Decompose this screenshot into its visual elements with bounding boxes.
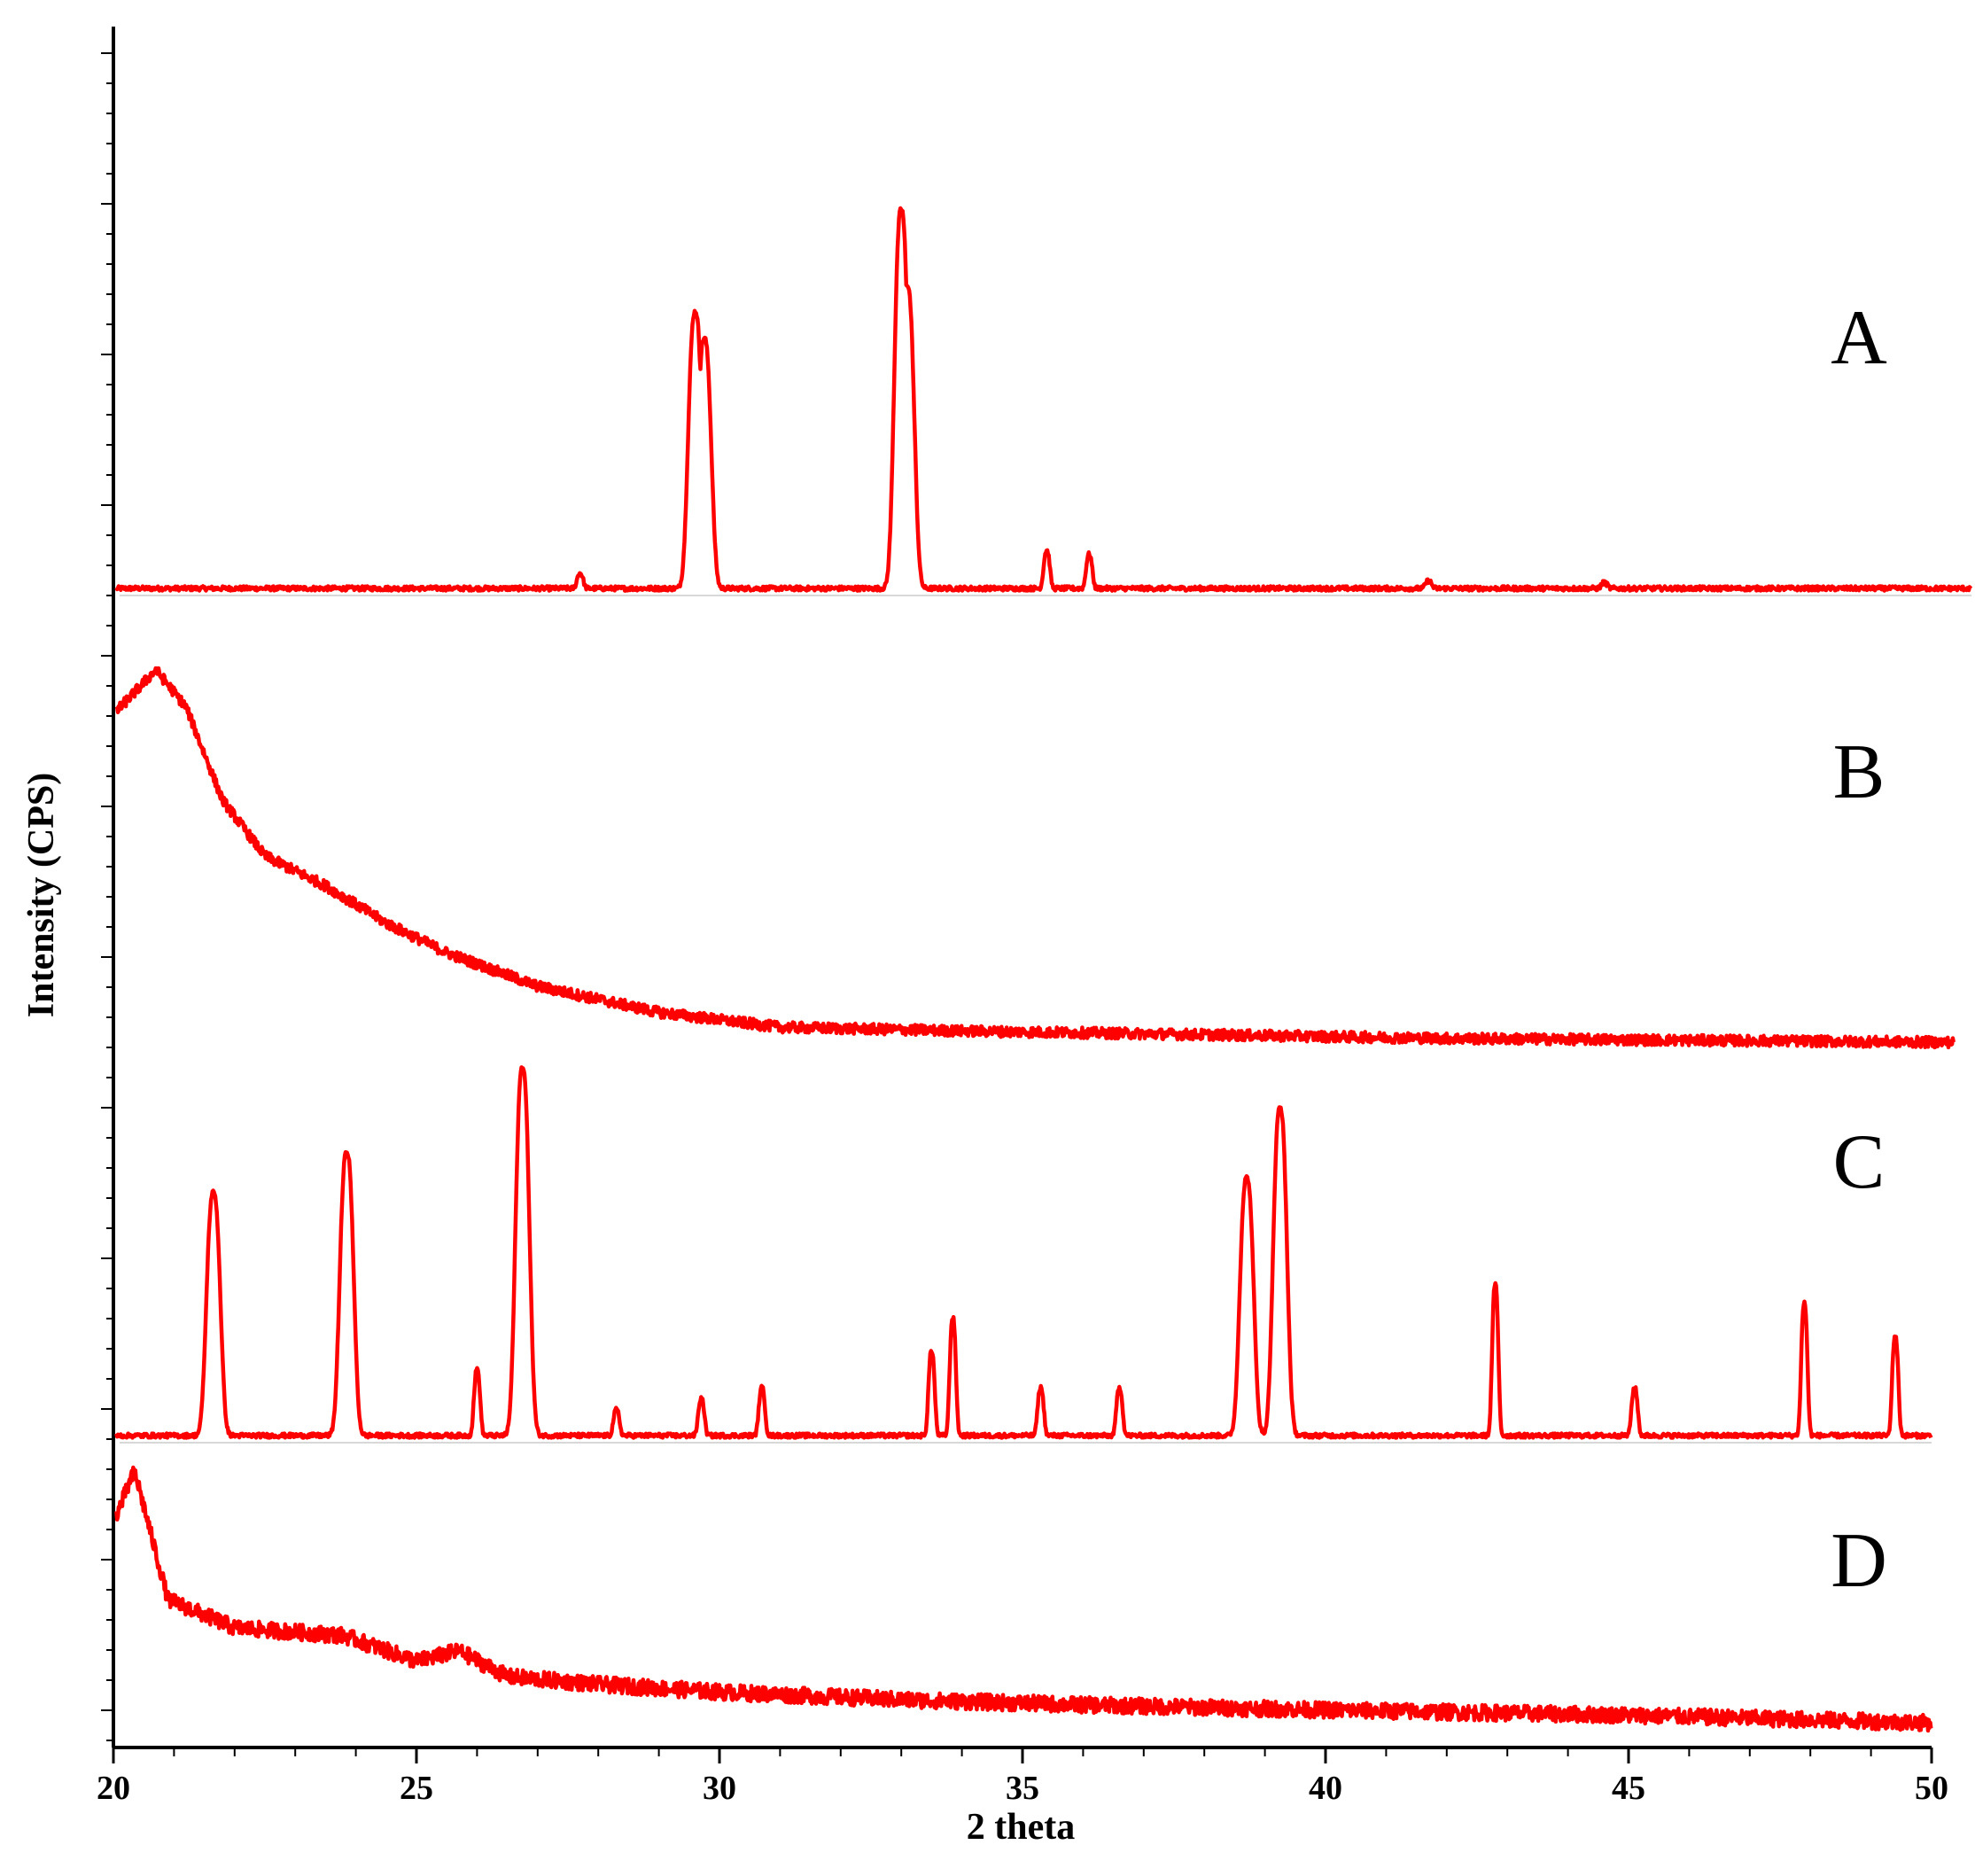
trace-label-a: A [1831,295,1887,381]
trace-baselines [120,595,1971,1444]
x-tick-label-20: 20 [97,1770,130,1807]
x-tick-label-25: 25 [400,1770,433,1807]
x-tick-label-40: 40 [1309,1770,1342,1807]
traces [114,206,1973,1733]
trace-label-c: C [1833,1119,1886,1205]
trace-label-d: D [1831,1518,1887,1604]
x-tick-label-35: 35 [1006,1770,1039,1807]
y-axis-label: Intensity (CPS) [21,773,62,1018]
trace-b [114,666,1956,1050]
x-axis-label: 2 theta [967,1807,1075,1848]
x-tick-label-50: 50 [1915,1770,1948,1807]
x-tick-labels: 20 25 30 35 40 45 50 [97,1770,1948,1807]
x-tick-label-45: 45 [1612,1770,1645,1807]
axes [112,27,1932,1749]
trace-labels: A B C D [1831,295,1887,1604]
trace-d [114,1465,1933,1733]
x-ticks [112,1748,1933,1763]
trace-label-b: B [1833,729,1886,815]
y-minor-ticks [101,52,113,1741]
x-tick-label-30: 30 [703,1770,736,1807]
trace-c [114,1065,1933,1440]
trace-a [114,206,1973,593]
